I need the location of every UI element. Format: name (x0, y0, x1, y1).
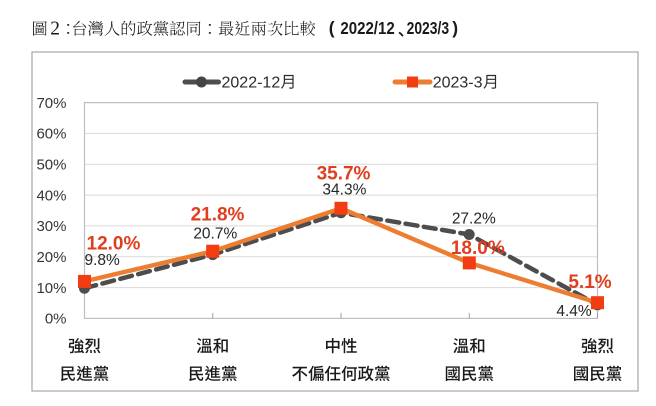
svg-text:): ) (452, 18, 458, 38)
svg-text:4.4%: 4.4% (556, 303, 592, 320)
svg-text:50%: 50% (36, 157, 66, 174)
svg-text:30%: 30% (36, 218, 66, 235)
svg-text:60%: 60% (36, 126, 66, 143)
svg-text:(: ( (329, 18, 335, 38)
svg-text:35.7%: 35.7% (317, 164, 371, 185)
svg-text:9.8%: 9.8% (85, 252, 121, 269)
svg-text:40%: 40% (36, 187, 66, 204)
svg-text:2023/3: 2023/3 (407, 18, 450, 38)
svg-text:2022-12: 2022-12 (222, 75, 281, 92)
svg-text:70%: 70% (36, 95, 66, 112)
svg-text:5.1%: 5.1% (568, 272, 611, 293)
svg-text:20%: 20% (36, 249, 66, 266)
svg-text:2022/12: 2022/12 (340, 18, 395, 38)
svg-text:2023-3: 2023-3 (433, 75, 483, 92)
svg-text:10%: 10% (36, 280, 66, 297)
svg-text:18.0%: 18.0% (451, 238, 505, 259)
svg-text:0%: 0% (45, 311, 67, 328)
svg-text:21.8%: 21.8% (191, 205, 245, 226)
svg-text:27.2%: 27.2% (452, 210, 496, 227)
svg-text:12.0%: 12.0% (87, 234, 141, 255)
svg-text:34.3%: 34.3% (322, 182, 366, 199)
svg-text:20.7%: 20.7% (193, 226, 237, 243)
svg-text:2: 2 (50, 19, 60, 40)
